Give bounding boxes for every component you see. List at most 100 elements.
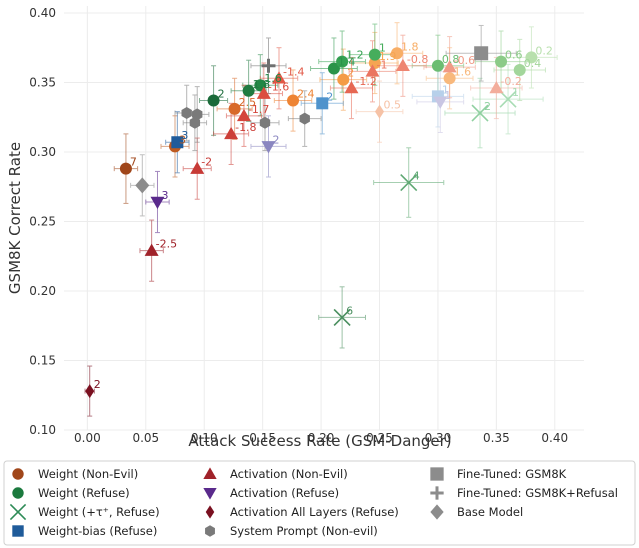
data-label: 2.4 bbox=[297, 88, 315, 101]
legend-entry-label: Fine-Tuned: GSM8K+Refusal bbox=[457, 486, 618, 500]
data-point-triangle bbox=[190, 161, 205, 174]
legend-marker-diamond-big bbox=[430, 504, 444, 520]
data-label: -1 bbox=[376, 58, 387, 71]
y-tick-label: 0.10 bbox=[29, 423, 56, 437]
data-label: 1 bbox=[379, 42, 386, 55]
legend-entry-label: System Prompt (Non-evil) bbox=[230, 524, 378, 538]
x-marker-stroke bbox=[9, 503, 27, 521]
data-label: 0.8 bbox=[442, 53, 460, 66]
legend-marker-triangle-down bbox=[203, 488, 217, 500]
legend-marker-circle bbox=[12, 487, 24, 499]
data-label: 2 bbox=[484, 100, 491, 113]
data-point-triangle-down bbox=[433, 96, 448, 109]
data-label: 1.9 bbox=[379, 50, 397, 63]
data-point-x bbox=[499, 90, 517, 108]
data-markers bbox=[85, 46, 538, 399]
legend-marker-diamond bbox=[205, 505, 215, 519]
x-tick-label: 0.35 bbox=[483, 431, 510, 445]
data-point-triangle bbox=[344, 81, 359, 94]
data-point-square bbox=[171, 136, 184, 149]
data-point-circle bbox=[287, 94, 300, 107]
legend-marker-square bbox=[12, 525, 24, 537]
data-point-circle bbox=[119, 162, 132, 175]
legend-entry-label: Weight-bias (Refuse) bbox=[38, 524, 157, 538]
data-point-circle bbox=[391, 47, 404, 60]
data-label: -0.6 bbox=[454, 54, 475, 67]
data-point-hexagon bbox=[259, 116, 271, 129]
data-point-triangle-down bbox=[261, 141, 276, 154]
data-label: 2 bbox=[347, 67, 354, 80]
data-label: 1.2 bbox=[346, 49, 364, 62]
data-label: 0.5 bbox=[384, 99, 402, 112]
data-point-circle bbox=[431, 59, 444, 72]
data-point-hexagon bbox=[192, 108, 203, 121]
x-tick-label: 0.05 bbox=[132, 431, 159, 445]
data-label: -0.8 bbox=[407, 53, 428, 66]
x-tick-label: 0.15 bbox=[249, 431, 276, 445]
y-tick-label: 0.30 bbox=[29, 145, 56, 159]
legend-entry-label: Activation (Refuse) bbox=[230, 486, 339, 500]
y-tick-label: 0.40 bbox=[29, 6, 56, 20]
data-point-triangle bbox=[395, 58, 410, 72]
data-point-plus bbox=[261, 58, 276, 73]
legend-frame bbox=[3, 460, 636, 546]
data-point-diamond bbox=[375, 104, 385, 119]
x-tick-label: 0.30 bbox=[425, 431, 452, 445]
data-label: 3 bbox=[179, 133, 186, 146]
data-point-diamond-big bbox=[135, 177, 150, 194]
data-point-x bbox=[471, 104, 489, 122]
legend-marker-triangle bbox=[203, 467, 217, 479]
data-label: 1.8 bbox=[253, 78, 271, 91]
data-label: -1.7 bbox=[248, 103, 269, 116]
data-point-diamond bbox=[85, 384, 95, 399]
data-label: 0.2 bbox=[535, 44, 553, 57]
data-label: 7 bbox=[130, 156, 137, 169]
data-point-circle bbox=[242, 84, 255, 97]
data-label: 2 bbox=[94, 378, 101, 391]
data-point-x bbox=[333, 308, 351, 326]
legend-marker-plus bbox=[430, 486, 444, 500]
legend-entry-label: Activation (Non-Evil) bbox=[230, 467, 348, 481]
data-point-circle bbox=[368, 48, 381, 61]
data-label: 4 bbox=[413, 170, 420, 183]
data-label: -2.5 bbox=[156, 238, 177, 251]
x-tick-label: 0.25 bbox=[366, 431, 393, 445]
data-point-circle bbox=[495, 55, 508, 68]
axes: 0.00 0.05 0.10 0.15 0.20 0.25 0.30 0.35 0.40 0.10… bbox=[29, 6, 568, 445]
legend-entry-label: Weight (Refuse) bbox=[38, 486, 130, 500]
data-point-triangle bbox=[272, 71, 287, 84]
data-point-square bbox=[316, 97, 329, 110]
x-axis-title: Attack Success Rate (GSM-Danger) bbox=[188, 432, 451, 450]
legend-marker-circle bbox=[12, 468, 24, 480]
data-label: 1.6 bbox=[264, 72, 282, 85]
data-point-circle bbox=[513, 63, 526, 76]
legend-entry-label: Weight (Non-Evil) bbox=[38, 467, 138, 481]
legend-entry-label: Base Model bbox=[457, 505, 523, 519]
data-point-circle bbox=[525, 51, 538, 64]
y-axis-title: GSM8K Correct Rate bbox=[6, 142, 24, 294]
legend-marker-x bbox=[9, 503, 27, 521]
data-label: 3 bbox=[181, 129, 188, 142]
data-label: 6 bbox=[346, 304, 353, 317]
x-marker-stroke bbox=[471, 104, 489, 122]
legend-entry-label: Weight (+τ⁺, Refuse) bbox=[38, 505, 160, 519]
x-marker-stroke bbox=[333, 308, 351, 326]
x-tick-label: 0.00 bbox=[74, 431, 101, 445]
data-label: -1.4 bbox=[283, 65, 304, 78]
y-tick-label: 0.20 bbox=[29, 284, 56, 298]
data-label: 3 bbox=[161, 189, 168, 202]
data-point-circle bbox=[207, 94, 220, 107]
data-point-triangle-down bbox=[150, 196, 165, 210]
data-label: 1.4 bbox=[338, 56, 356, 69]
data-label: 2 bbox=[272, 133, 279, 146]
data-label: 2 bbox=[218, 88, 225, 101]
data-label: 1 bbox=[512, 86, 519, 99]
x-marker-stroke bbox=[499, 90, 517, 108]
x-tick-label: 0.20 bbox=[308, 431, 335, 445]
y-tick-label: 0.15 bbox=[29, 353, 56, 367]
legend-entry-label: Activation All Layers (Refuse) bbox=[230, 505, 399, 519]
data-label: -1.8 bbox=[235, 121, 256, 134]
legend-marker-hexagon bbox=[205, 525, 215, 537]
data-label: 2.5 bbox=[239, 96, 257, 109]
